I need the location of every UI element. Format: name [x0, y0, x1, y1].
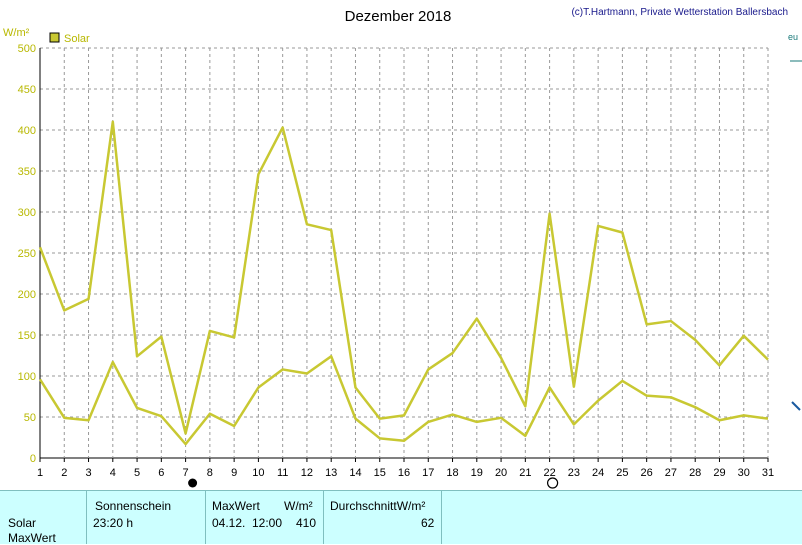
chart-title: Dezember 2018 [345, 8, 452, 25]
x-tick-label: 8 [207, 467, 213, 479]
row-label-maxwert: MaxWert [8, 531, 56, 545]
sunshine-column: Sonnenschein 23:20 h [87, 491, 205, 544]
x-tick-label: 29 [713, 467, 725, 479]
x-tick-label: 27 [665, 467, 677, 479]
full-moon-icon [546, 477, 559, 489]
x-tick-label: 28 [689, 467, 701, 479]
series-line-max [38, 120, 769, 435]
maxwert-header: MaxWert [212, 499, 260, 513]
x-tick-label: 25 [616, 467, 628, 479]
y-tick-label: 300 [18, 207, 36, 219]
row-label-column: Solar MaxWert [0, 491, 86, 545]
x-tick-label: 24 [592, 467, 604, 479]
legend-swatch [49, 32, 60, 43]
sunshine-value: 23:20 h [93, 516, 134, 530]
x-tick-label: 18 [446, 467, 458, 479]
x-tick-label: 4 [110, 467, 116, 479]
grid [39, 47, 769, 462]
x-tick-label: 10 [252, 467, 264, 479]
series-lines [38, 120, 769, 446]
x-tick-labels: 1 2 3 4 5 6 7 8 9 10 11 12 13 14 15 16 17 18 19 20 21 22 23 24 2… [37, 467, 774, 479]
x-tick-label: 13 [325, 467, 337, 479]
maxwert-column: MaxWert W/m² 04.12. 12:00 410 [206, 491, 323, 544]
x-tick-label: 6 [158, 467, 164, 479]
x-tick-label: 20 [495, 467, 507, 479]
y-tick-label: 200 [18, 289, 36, 301]
x-tick-label: 17 [422, 467, 434, 479]
average-value: 62 [421, 516, 435, 530]
new-moon-icon [188, 478, 198, 488]
x-tick-label: 31 [762, 467, 774, 479]
svg-text:eu: eu [788, 32, 798, 42]
x-tick-label: 7 [183, 467, 189, 479]
x-tick-label: 22 [543, 467, 555, 479]
maxwert-unit: W/m² [284, 499, 313, 513]
credit-text: (c)T.Hartmann, Private Wetterstation Bal… [571, 7, 788, 18]
maxwert-value: 410 [296, 516, 317, 530]
statistics-panel: Solar MaxWert Sonnenschein 23:20 h MaxWe… [0, 490, 802, 545]
series-line-average [38, 355, 769, 446]
x-tick-label: 21 [519, 467, 531, 479]
x-tick-label: 23 [568, 467, 580, 479]
right-edge-fragment: eu [788, 32, 802, 411]
x-tick-label: 14 [349, 467, 361, 479]
x-tick-label: 9 [231, 467, 237, 479]
average-header: DurchschnittW/m² [330, 499, 426, 513]
maxwert-date: 04.12. [212, 516, 246, 530]
x-tick-label: 2 [61, 467, 67, 479]
y-tick-label: 250 [18, 248, 36, 260]
x-tick-label: 26 [641, 467, 653, 479]
y-tick-label: 0 [30, 453, 36, 465]
y-tick-labels: 0 50 100 150 200 250 300 350 400 450 500 [18, 43, 36, 465]
y-tick-label: 350 [18, 166, 36, 178]
row-label-solar: Solar [8, 516, 37, 530]
legend-label: Solar [64, 33, 90, 45]
y-axis-unit: W/m² [3, 27, 30, 39]
x-tick-label: 3 [85, 467, 91, 479]
y-tick-label: 50 [24, 412, 36, 424]
y-tick-label: 450 [18, 84, 36, 96]
sunshine-header: Sonnenschein [95, 499, 172, 513]
x-tick-label: 19 [471, 467, 483, 479]
y-tick-label: 150 [18, 330, 36, 342]
average-column: DurchschnittW/m² 62 [324, 491, 441, 544]
x-tick-label: 11 [277, 467, 288, 479]
y-tick-label: 400 [18, 125, 36, 137]
x-tick-label: 15 [374, 467, 386, 479]
solar-chart: Dezember 2018 (c)T.Hartmann, Private Wet… [3, 7, 802, 489]
x-tick-label: 1 [37, 467, 43, 479]
x-tick-label: 12 [301, 467, 313, 479]
moon-markers [188, 477, 559, 489]
x-tick-label: 5 [134, 467, 140, 479]
y-tick-label: 500 [18, 43, 36, 55]
x-tick-label: 30 [738, 467, 750, 479]
maxwert-time: 12:00 [252, 516, 283, 530]
x-tick-label: 16 [398, 467, 410, 479]
y-tick-label: 100 [18, 371, 36, 383]
